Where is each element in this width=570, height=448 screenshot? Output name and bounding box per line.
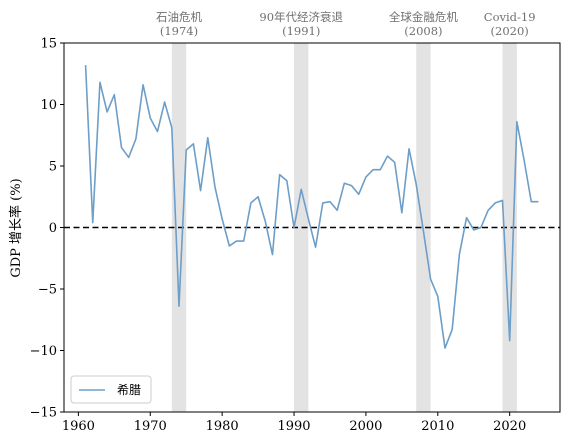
legend-entry-greece: 希腊 <box>117 382 141 397</box>
y-tick-label-15: 15 <box>40 37 57 52</box>
crisis-year-3: (2020) <box>491 24 529 38</box>
x-tick-label-1990: 1990 <box>277 419 310 434</box>
crisis-band-1 <box>294 43 309 412</box>
x-tick-label-1970: 1970 <box>134 419 167 434</box>
crisis-year-0: (1974) <box>160 24 198 38</box>
crisis-label-2: 全球金融危机 <box>389 10 458 24</box>
crisis-shades <box>171 43 517 412</box>
x-tick-label-2000: 2000 <box>349 419 382 434</box>
crisis-label-1: 90年代经济衰退 <box>259 10 343 24</box>
y-tick-label--15: −15 <box>30 406 57 421</box>
y-axis-label: GDP 增长率 (%) <box>8 178 24 277</box>
crisis-year-2: (2008) <box>404 24 442 38</box>
crisis-year-1: (1991) <box>282 24 320 38</box>
x-tick-label-1960: 1960 <box>62 419 95 434</box>
y-ticks: −15 −10 −5 0 5 10 15 <box>30 37 64 421</box>
crisis-labels: 石油危机(1974) 90年代经济衰退(1991) 全球金融危机(2008) Covi… <box>156 10 536 38</box>
y-tick-label-5: 5 <box>49 160 57 175</box>
y-tick-label--5: −5 <box>38 283 57 298</box>
y-tick-label--10: −10 <box>30 344 57 359</box>
x-tick-label-2010: 2010 <box>421 419 454 434</box>
crisis-label-0: 石油危机 <box>156 10 202 24</box>
y-tick-label-10: 10 <box>40 98 57 113</box>
x-tick-label-2020: 2020 <box>493 419 526 434</box>
x-ticks: 1960 1970 1980 1990 2000 2010 2020 <box>62 412 526 434</box>
crisis-label-3: Covid-19 <box>484 10 536 24</box>
y-tick-label-0: 0 <box>49 221 57 236</box>
series-line-0 <box>84 65 539 349</box>
series-group <box>84 65 539 349</box>
legend: 希腊 <box>70 375 152 404</box>
legend-box <box>70 375 152 404</box>
x-tick-label-1980: 1980 <box>206 419 239 434</box>
crisis-band-3 <box>502 43 517 412</box>
